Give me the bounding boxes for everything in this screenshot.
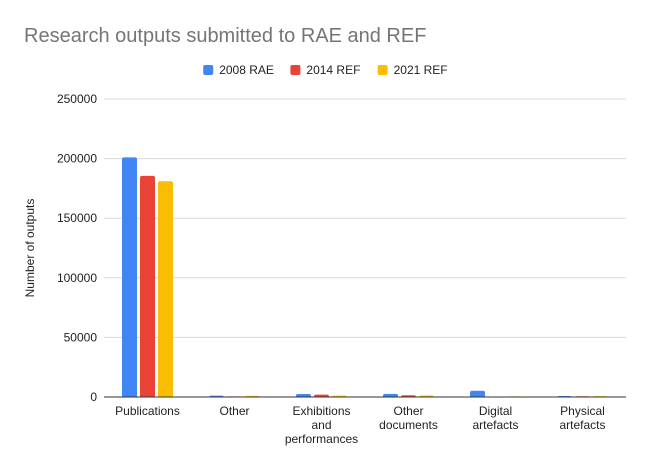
bar xyxy=(296,394,311,397)
y-tick-label: 0 xyxy=(90,390,97,404)
y-tick-label: 200000 xyxy=(57,152,97,166)
bar xyxy=(158,181,173,397)
x-axis-categories: Publications Other Exhibitions and performan… xyxy=(115,404,605,446)
y-axis-ticks: 0 50000 100000 150000 200000 250000 xyxy=(57,92,97,404)
legend-label: 2014 REF xyxy=(306,63,360,77)
legend-swatch xyxy=(377,65,388,75)
y-tick-label: 100000 xyxy=(57,271,97,285)
legend-swatch xyxy=(290,65,301,75)
y-tick-label: 250000 xyxy=(57,92,97,106)
chart-legend: 2008 RAE 2014 REF 2021 REF xyxy=(203,63,448,77)
bar xyxy=(140,175,155,397)
x-category-label: Exhibitions and performances xyxy=(285,404,358,446)
bar xyxy=(314,394,329,397)
legend-label: 2021 REF xyxy=(394,63,448,77)
x-category-label: Other documents xyxy=(379,404,438,432)
bar xyxy=(383,393,398,397)
y-tick-label: 50000 xyxy=(64,330,98,344)
legend-label: 2008 RAE xyxy=(219,63,274,77)
chart-title: Research outputs submitted to RAE and RE… xyxy=(24,25,426,47)
gridlines xyxy=(104,98,626,338)
bar xyxy=(470,390,485,397)
x-category-label: Publications xyxy=(115,404,180,418)
bars xyxy=(122,157,608,399)
x-category-label: Other xyxy=(219,404,249,418)
y-tick-label: 150000 xyxy=(57,211,97,225)
bar xyxy=(122,157,137,397)
legend-swatch xyxy=(203,65,214,75)
y-axis-title: Number of outputs xyxy=(23,199,37,298)
x-category-label: Physical artefacts xyxy=(559,404,605,432)
x-category-label: Digital artefacts xyxy=(472,404,518,432)
